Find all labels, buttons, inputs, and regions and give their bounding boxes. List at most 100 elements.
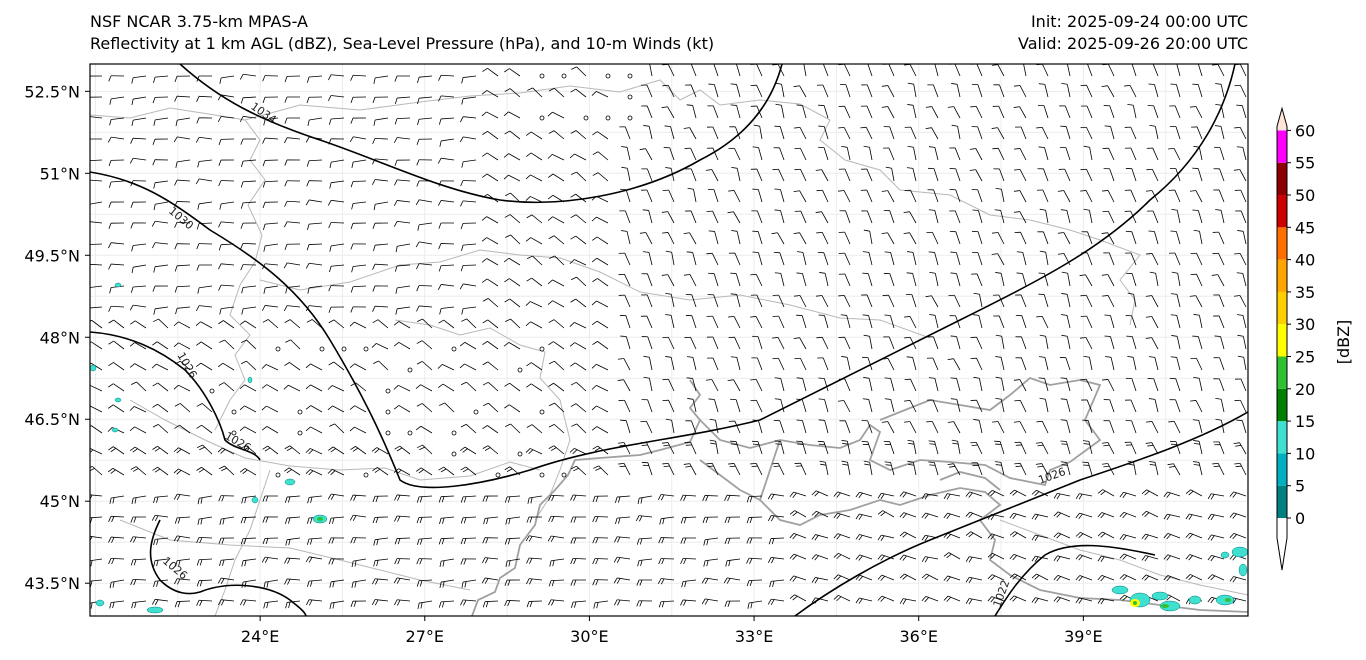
wind-barb — [218, 221, 235, 228]
wind-barb — [129, 342, 147, 350]
wind-barb — [921, 556, 939, 563]
wind-barb — [1053, 555, 1071, 562]
wind-barb — [525, 301, 543, 308]
wind-barb — [995, 376, 1005, 392]
colorbar-tick-label: 45 — [1295, 218, 1315, 237]
wind-barb — [987, 552, 1005, 560]
wind-barb — [1124, 399, 1137, 413]
wind-barb — [1059, 357, 1071, 371]
wind-barb — [329, 243, 345, 252]
wind-barb — [152, 382, 169, 392]
wind-barb — [241, 339, 257, 350]
wind-barb — [724, 516, 741, 524]
wind-barb — [307, 117, 323, 126]
wind-barb — [373, 117, 389, 126]
wind-barb — [641, 273, 653, 287]
wind-barb — [993, 168, 1005, 182]
wind-barb — [921, 534, 939, 542]
wind-barb — [263, 117, 279, 126]
calm-marker — [275, 346, 281, 352]
wind-barb — [415, 384, 433, 392]
wind-barb — [774, 398, 785, 413]
wind-barb — [1190, 357, 1203, 371]
wind-barb — [547, 154, 565, 161]
wind-barb — [1131, 64, 1137, 77]
wind-barb — [1212, 252, 1225, 266]
wind-barb — [305, 199, 323, 206]
wind-barb — [750, 105, 763, 119]
wind-barb — [262, 319, 279, 329]
wind-barb — [481, 216, 499, 224]
wind-barb — [1193, 461, 1203, 476]
wind-barb — [504, 68, 521, 77]
wind-barb — [196, 444, 213, 455]
wind-barb — [971, 83, 983, 98]
wind-barb — [504, 537, 521, 545]
wind-barb — [460, 599, 477, 606]
wind-barb — [701, 577, 719, 584]
wind-barb — [1229, 512, 1247, 519]
colorbar-segment — [1277, 324, 1287, 357]
wind-barb — [1233, 169, 1247, 182]
wind-barb — [328, 319, 345, 329]
wind-barb — [752, 251, 763, 266]
wind-barb — [196, 243, 213, 250]
wind-barb — [393, 220, 411, 227]
wind-barb — [618, 399, 631, 413]
wind-barb — [943, 552, 961, 560]
wind-barb — [1083, 145, 1093, 161]
wind-barb — [1235, 210, 1247, 224]
wind-barb — [1038, 293, 1049, 308]
wind-barb — [1013, 211, 1027, 224]
wind-barb — [1105, 356, 1115, 371]
wind-barb — [928, 167, 939, 182]
wind-barb — [284, 319, 301, 329]
wind-barb — [261, 556, 279, 563]
wind-barb — [175, 159, 191, 168]
wind-barb — [793, 232, 807, 245]
wind-barb — [1126, 272, 1137, 287]
wind-barb — [862, 272, 873, 287]
wind-barb — [240, 96, 257, 104]
wind-barb — [460, 222, 477, 230]
wind-barb — [686, 251, 697, 266]
wind-barb — [642, 209, 653, 224]
wind-barb — [174, 516, 191, 524]
wind-barb — [1141, 489, 1159, 497]
wind-barb — [1101, 274, 1115, 287]
wind-barb — [195, 321, 213, 329]
colorbar-tick-label: 30 — [1295, 315, 1315, 334]
calm-marker — [605, 115, 611, 121]
wind-barb — [904, 336, 917, 350]
wind-barb — [173, 493, 191, 501]
wind-barb — [904, 316, 917, 329]
wind-barb — [949, 231, 961, 245]
wind-barb — [393, 405, 411, 413]
wind-barb — [643, 125, 653, 140]
wind-barb — [373, 558, 389, 567]
wind-barb — [934, 64, 939, 77]
wind-barb — [1016, 272, 1027, 287]
wind-barb — [1215, 209, 1225, 224]
wind-barb — [993, 84, 1005, 98]
wind-barb — [789, 491, 807, 498]
wind-barb — [640, 189, 653, 203]
wind-barb — [753, 124, 763, 140]
wind-barb — [643, 355, 653, 371]
wind-barb — [796, 377, 807, 392]
wind-barb — [789, 533, 807, 540]
wind-barb — [803, 64, 807, 77]
wind-barb — [1237, 334, 1247, 350]
wind-barb — [416, 159, 433, 166]
wind-barb — [643, 376, 653, 392]
wind-barb — [240, 138, 257, 145]
wind-barb — [881, 421, 895, 434]
wind-barb — [1103, 252, 1115, 266]
wind-barb — [263, 243, 279, 252]
wind-barb — [899, 554, 917, 561]
wind-barb — [1079, 274, 1093, 287]
calm-marker — [473, 409, 479, 415]
wind-barb — [175, 117, 191, 127]
wind-barb — [108, 75, 125, 82]
wind-barb — [196, 558, 213, 566]
